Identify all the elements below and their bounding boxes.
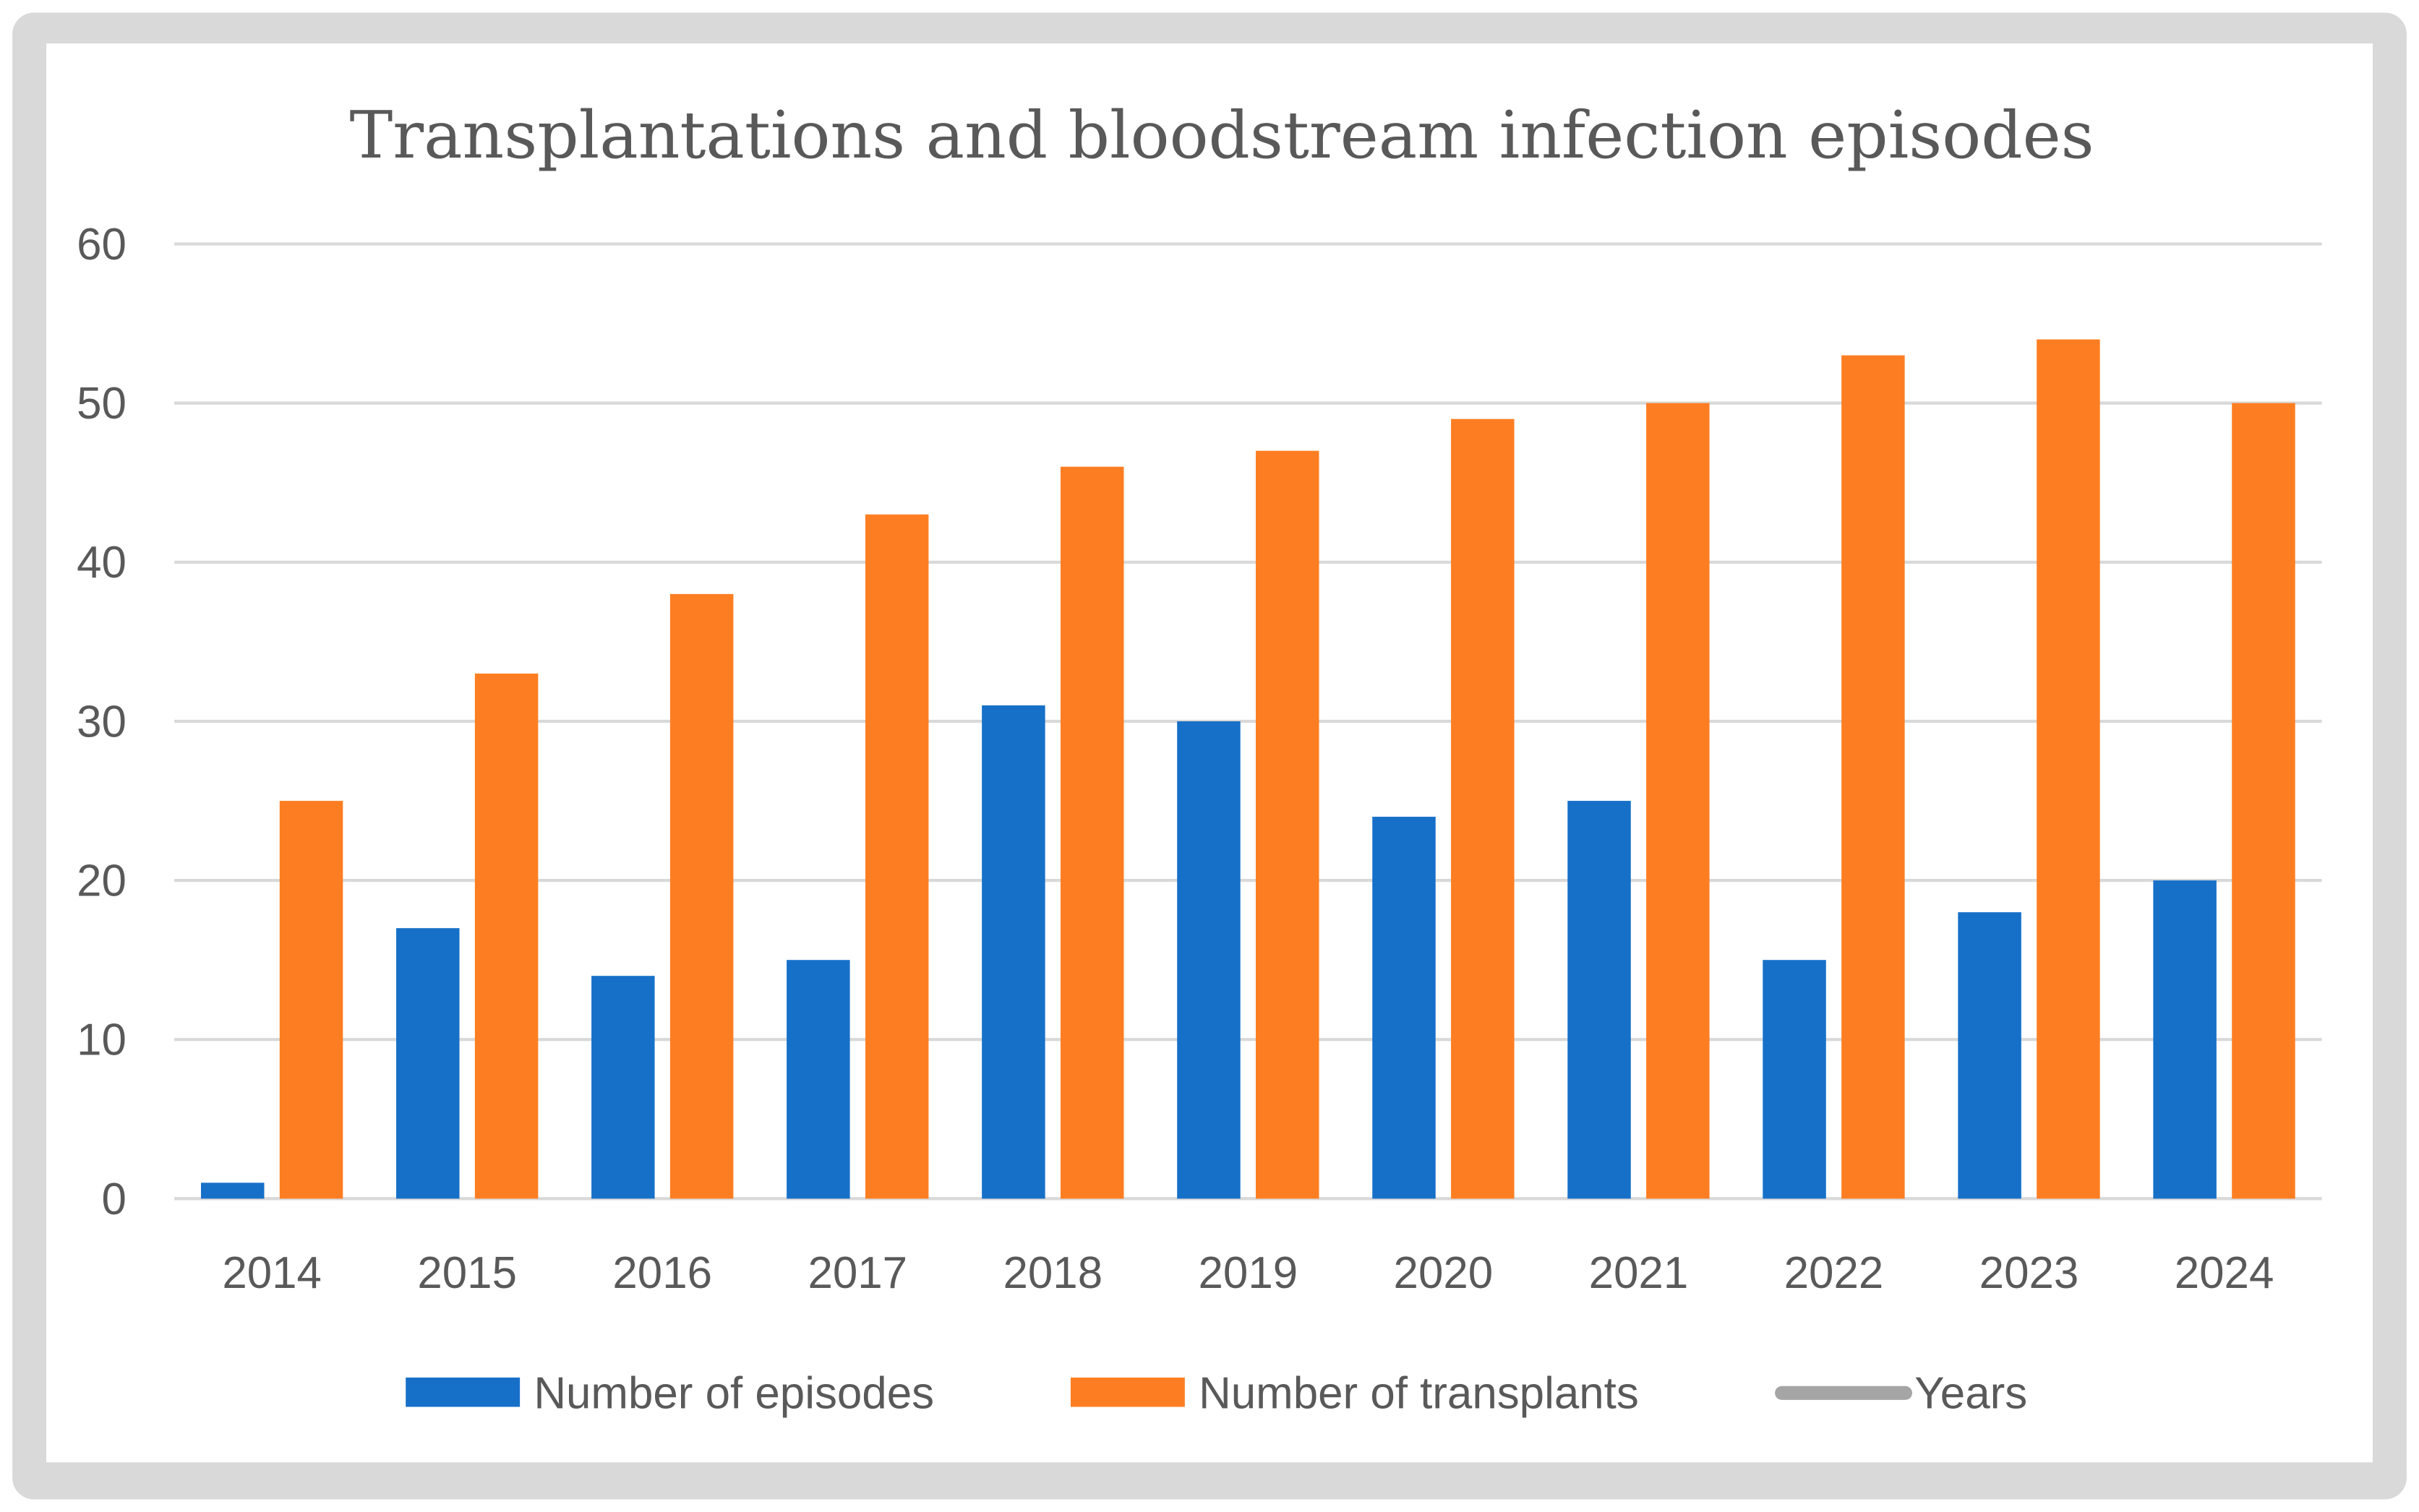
bar-transplants-2019 — [1256, 450, 1319, 1199]
bar-episodes-2014 — [200, 1182, 265, 1199]
bar-transplants-2017 — [865, 514, 929, 1199]
bar-episodes-2016 — [591, 976, 655, 1199]
bar-episodes-2017 — [787, 960, 850, 1199]
legend-episodes-label: Number of episodes — [534, 1369, 934, 1419]
x-tick-label: 2021 — [1589, 1248, 1689, 1298]
x-tick-label: 2018 — [1003, 1248, 1103, 1298]
y-tick-label: 30 — [77, 697, 127, 747]
x-tick-label: 2023 — [1979, 1248, 2079, 1298]
bar-episodes-2023 — [1958, 912, 2021, 1199]
bar-episodes-2018 — [982, 705, 1045, 1199]
x-tick-label: 2016 — [612, 1248, 712, 1298]
bar-transplants-2014 — [279, 801, 343, 1199]
bar-episodes-2022 — [1763, 960, 1826, 1199]
x-tick-label: 2019 — [1199, 1248, 1298, 1298]
legend-transplants-label: Number of transplants — [1199, 1369, 1639, 1419]
bar-transplants-2018 — [1060, 466, 1124, 1199]
bar-transplants-2024 — [2232, 403, 2295, 1199]
bar-episodes-2024 — [2153, 880, 2217, 1199]
y-tick-label: 10 — [77, 1015, 127, 1065]
bar-transplants-2023 — [2037, 339, 2100, 1199]
y-tick-label: 50 — [77, 379, 127, 429]
bar-transplants-2015 — [474, 673, 539, 1199]
chart-title: Transplantations and bloodstream infecti… — [350, 98, 2094, 173]
legend-transplants-swatch — [1070, 1377, 1185, 1407]
bar-episodes-2019 — [1177, 721, 1241, 1199]
legend-episodes-swatch — [406, 1377, 521, 1407]
x-tick-label: 2014 — [222, 1248, 322, 1298]
legend-years-label: Years — [1914, 1369, 2027, 1419]
x-tick-label: 2020 — [1394, 1248, 1494, 1298]
y-tick-label: 20 — [77, 856, 127, 906]
x-tick-label: 2024 — [2175, 1248, 2274, 1298]
y-tick-label: 0 — [102, 1174, 127, 1224]
y-tick-label: 40 — [77, 538, 127, 588]
bar-episodes-2015 — [396, 928, 460, 1199]
bar-transplants-2021 — [1646, 403, 1710, 1199]
y-tick-label: 60 — [77, 220, 127, 270]
x-tick-label: 2017 — [808, 1248, 907, 1298]
bar-episodes-2020 — [1372, 817, 1436, 1199]
x-tick-label: 2015 — [417, 1248, 517, 1298]
bar-transplants-2020 — [1451, 418, 1515, 1199]
x-tick-label: 2022 — [1784, 1248, 1884, 1298]
bar-transplants-2016 — [669, 593, 734, 1199]
bar-episodes-2021 — [1567, 801, 1631, 1199]
bar-transplants-2022 — [1841, 355, 1905, 1199]
